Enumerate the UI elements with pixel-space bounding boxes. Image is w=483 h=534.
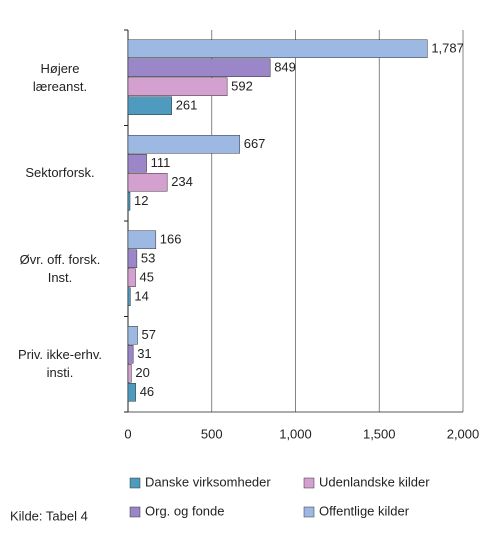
y-tick-label: Øvr. off. forsk. Inst.: [19, 251, 101, 285]
source-note: Kilde: Tabel 4: [10, 508, 88, 523]
x-tick-label: 0: [124, 426, 131, 441]
legend-swatch: [303, 477, 315, 489]
bar: [127, 268, 136, 287]
bar: [127, 364, 132, 383]
bar: [127, 230, 157, 249]
legend-swatch: [129, 477, 141, 489]
bar: [127, 154, 147, 173]
value-label: 57: [142, 327, 156, 342]
x-tick-label: 1,500: [363, 426, 396, 441]
value-label: 234: [171, 174, 193, 189]
value-label: 31: [137, 346, 151, 361]
legend-swatch: [129, 506, 141, 518]
value-label: 45: [140, 270, 154, 285]
value-label: 12: [134, 193, 148, 208]
bar: [127, 58, 271, 77]
x-tick-label: 2,000: [447, 426, 480, 441]
value-label: 667: [244, 136, 266, 151]
legend-label: Udenlandske kilder: [319, 474, 430, 489]
value-label: 53: [141, 251, 155, 266]
value-label: 261: [176, 98, 198, 113]
value-label: 592: [231, 79, 253, 94]
value-label: 14: [134, 289, 148, 304]
value-label: 111: [151, 155, 171, 170]
value-label: 849: [274, 60, 296, 75]
x-tick-label: 500: [201, 426, 223, 441]
legend-label: Org. og fonde: [145, 503, 225, 518]
bar: [127, 326, 138, 345]
legend-label: Danske virksomheder: [145, 474, 271, 489]
bar: [127, 173, 168, 192]
bar: [127, 192, 131, 211]
bar: [127, 39, 428, 58]
x-tick-label: 1,000: [279, 426, 312, 441]
value-label: 20: [135, 365, 149, 380]
bar: [127, 96, 172, 115]
value-label: 46: [140, 384, 154, 399]
bar: [127, 135, 240, 154]
bar: [127, 77, 228, 96]
y-tick-label: Højere læreanst.: [32, 60, 88, 94]
y-tick-label: Priv. ikke-erhv. insti.: [17, 347, 103, 381]
bar: [127, 287, 131, 306]
bar: [127, 383, 136, 402]
value-label: 166: [160, 232, 182, 247]
y-tick-label: Sektorforsk.: [25, 165, 95, 181]
legend-label: Offentlige kilder: [319, 503, 410, 518]
value-label: 1,787: [431, 41, 464, 56]
bar: [127, 249, 138, 268]
bar: [127, 345, 134, 364]
legend-swatch: [303, 506, 315, 518]
